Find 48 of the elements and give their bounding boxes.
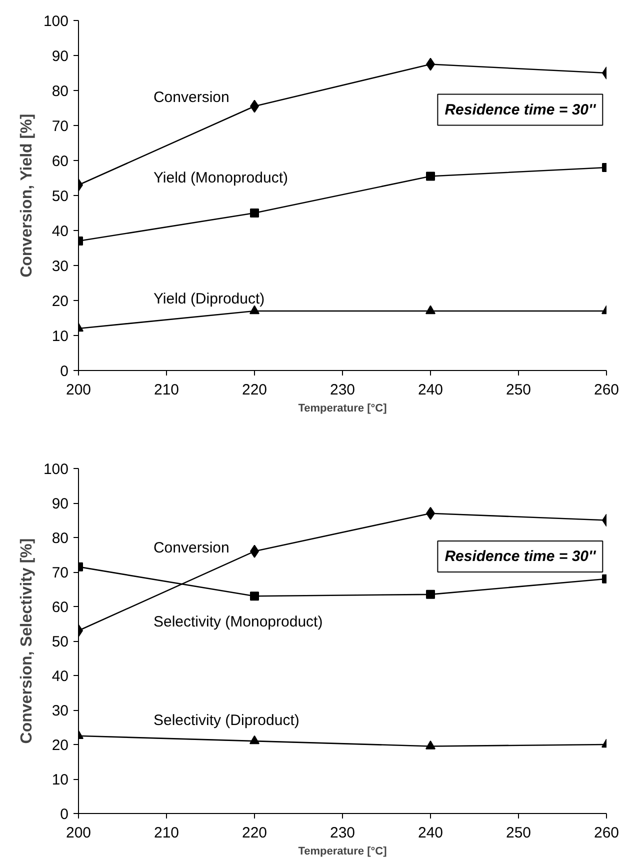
y-tick-label: 0 bbox=[60, 806, 68, 823]
annotation: Residence time = 30'' bbox=[444, 101, 596, 118]
x-tick-label: 220 bbox=[242, 382, 268, 398]
x-tick-label: 230 bbox=[330, 824, 356, 842]
y-tick-label: 50 bbox=[52, 634, 69, 650]
series-label: Selectivity (Diproduct) bbox=[153, 712, 300, 729]
y-tick-label: 50 bbox=[52, 188, 69, 205]
series-label: Yield (Monoproduct) bbox=[153, 170, 288, 186]
x-tick-label: 230 bbox=[330, 382, 356, 398]
x-tick-label: 200 bbox=[66, 382, 92, 398]
y-tick-label: 60 bbox=[52, 153, 69, 170]
y-tick-label: 20 bbox=[52, 737, 69, 754]
y-tick-label: 40 bbox=[52, 223, 69, 240]
y-tick-label: 100 bbox=[43, 13, 69, 30]
y-tick-label: 70 bbox=[52, 564, 69, 582]
series-label: Selectivity (Monoproduct) bbox=[153, 614, 323, 631]
y-tick-label: 90 bbox=[52, 496, 69, 512]
y-tick-label: 70 bbox=[52, 118, 69, 135]
y-tick-label: 80 bbox=[52, 83, 69, 100]
y-tick-label: 80 bbox=[52, 530, 69, 547]
y-tick-label: 90 bbox=[52, 48, 69, 65]
x-tick-label: 240 bbox=[418, 382, 444, 398]
series-label: Conversion bbox=[153, 539, 230, 556]
x-axis-title: Temperature [°C] bbox=[298, 846, 388, 858]
y-tick-label: 40 bbox=[52, 668, 69, 685]
y-tick-label: 30 bbox=[52, 258, 69, 275]
y-axis-title: Conversion, Yield [%] bbox=[18, 114, 36, 278]
x-tick-label: 220 bbox=[242, 824, 268, 842]
y-tick-label: 10 bbox=[52, 772, 69, 788]
x-axis-title: Temperature [°C] bbox=[298, 402, 388, 414]
x-tick-label: 250 bbox=[506, 382, 532, 398]
x-tick-label: 240 bbox=[418, 824, 444, 842]
x-tick-label: 250 bbox=[506, 824, 532, 842]
y-tick-label: 20 bbox=[52, 293, 69, 310]
x-tick-label: 210 bbox=[154, 824, 180, 842]
y-tick-label: 0 bbox=[60, 363, 68, 380]
series-label: Conversion bbox=[153, 89, 230, 106]
y-tick-label: 10 bbox=[52, 328, 69, 345]
annotation: Residence time = 30'' bbox=[444, 548, 596, 565]
y-tick-label: 30 bbox=[52, 702, 69, 720]
x-tick-label: 200 bbox=[66, 824, 92, 842]
x-tick-label: 210 bbox=[154, 382, 180, 398]
x-tick-label: 260 bbox=[594, 382, 620, 398]
y-tick-label: 60 bbox=[52, 599, 69, 616]
series-label: Yield (Diproduct) bbox=[153, 290, 265, 308]
y-axis-title: Conversion, Selectivity [%] bbox=[18, 538, 36, 744]
y-tick-label: 100 bbox=[43, 461, 69, 478]
x-tick-label: 260 bbox=[594, 824, 620, 842]
